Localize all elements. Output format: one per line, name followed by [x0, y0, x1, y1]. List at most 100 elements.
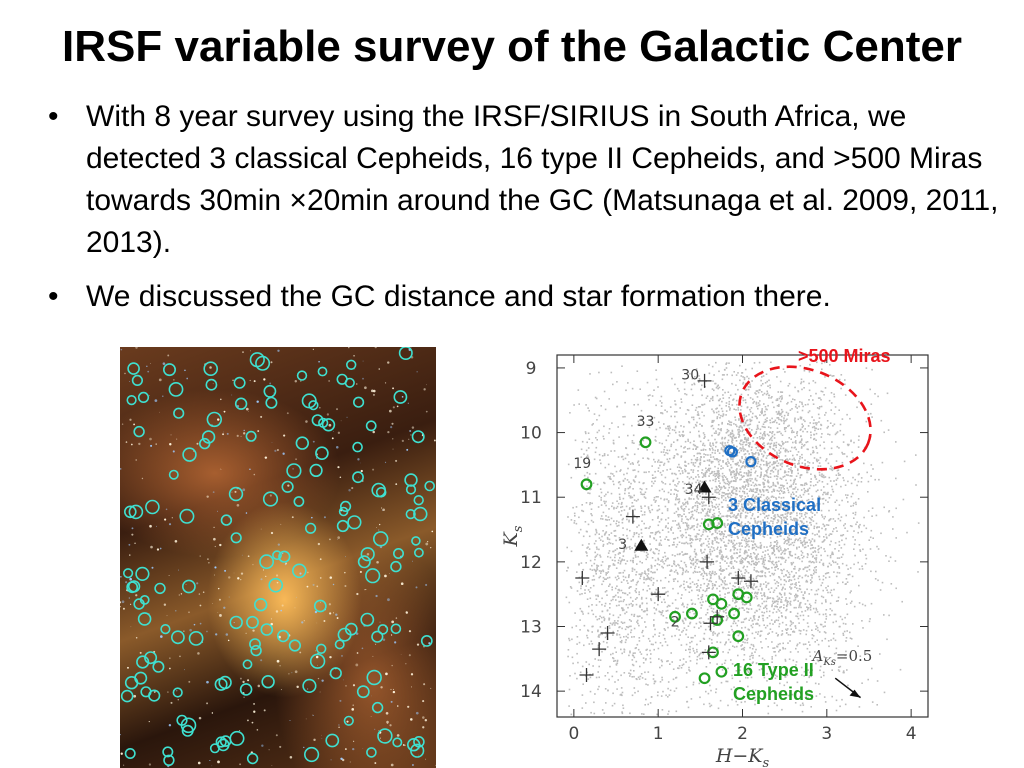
- field-star-point: [766, 672, 768, 675]
- image-star: [352, 684, 356, 687]
- field-star-point: [834, 433, 837, 436]
- bullet-dot-icon: •: [48, 280, 59, 313]
- field-star-point: [842, 441, 845, 443]
- field-star-point: [760, 411, 762, 413]
- field-star-point: [634, 647, 637, 650]
- field-star-point: [799, 537, 801, 540]
- field-star-point: [709, 442, 711, 444]
- field-star-point: [742, 647, 744, 650]
- field-star-point: [740, 621, 743, 624]
- field-star-point: [627, 382, 629, 384]
- field-star-point: [612, 563, 615, 565]
- field-star-point: [736, 624, 738, 627]
- field-star-point: [725, 680, 727, 683]
- field-star-point: [807, 403, 809, 406]
- field-star-point: [776, 548, 778, 550]
- field-star-point: [584, 462, 587, 465]
- field-star-point: [752, 654, 754, 657]
- field-star-point: [647, 573, 650, 575]
- field-star-point: [666, 508, 669, 510]
- field-star-point: [725, 362, 728, 364]
- field-star-point: [682, 602, 684, 605]
- field-star-point: [612, 630, 614, 633]
- field-star-point: [755, 495, 758, 498]
- field-star-point: [578, 641, 581, 644]
- field-star-point: [727, 565, 730, 567]
- field-star-point: [635, 588, 638, 590]
- field-star-point: [778, 418, 780, 421]
- field-star-point: [769, 421, 772, 424]
- field-star-point: [622, 458, 625, 461]
- field-star-point: [756, 426, 759, 428]
- field-star-point: [676, 466, 679, 468]
- field-star-point: [741, 421, 744, 424]
- field-star-point: [725, 515, 727, 517]
- field-star-point: [720, 533, 723, 535]
- field-star-point: [817, 459, 820, 461]
- image-star: [283, 434, 286, 437]
- field-star-point: [740, 471, 742, 473]
- field-star-point: [621, 627, 623, 630]
- field-star-point: [675, 565, 677, 567]
- field-star-point: [767, 467, 770, 469]
- field-star-point: [712, 516, 714, 518]
- field-star-point: [698, 375, 700, 377]
- field-star-point: [709, 449, 711, 451]
- variable-circle-marker: [233, 376, 246, 389]
- field-star-point: [598, 676, 600, 679]
- image-star: [173, 379, 175, 381]
- field-star-point: [803, 539, 806, 541]
- field-star-point: [602, 576, 605, 579]
- field-star-point: [765, 457, 768, 459]
- field-star-point: [728, 362, 730, 364]
- field-star-point: [734, 527, 736, 529]
- field-star-point: [583, 453, 585, 455]
- field-star-point: [728, 528, 731, 530]
- field-star-point: [719, 533, 721, 535]
- field-star-point: [702, 442, 705, 445]
- field-star-point: [782, 486, 784, 488]
- field-star-point: [816, 533, 818, 536]
- field-star-point: [791, 583, 794, 585]
- field-star-point: [696, 459, 699, 461]
- field-star-point: [724, 530, 726, 533]
- field-star-point: [752, 661, 754, 663]
- field-star-point: [608, 477, 611, 480]
- field-star-point: [666, 452, 669, 455]
- image-star: [372, 655, 374, 657]
- field-star-point: [830, 540, 832, 543]
- field-star-point: [709, 577, 712, 579]
- field-star-point: [784, 430, 787, 433]
- image-star: [135, 459, 138, 461]
- field-star-point: [648, 426, 651, 429]
- field-star-point: [756, 479, 758, 482]
- field-star-point: [743, 434, 745, 436]
- field-star-point: [695, 535, 698, 537]
- field-star-point: [656, 509, 659, 512]
- field-star-point: [611, 422, 613, 424]
- field-star-point: [741, 439, 743, 442]
- field-star-point: [794, 597, 797, 599]
- image-star: [133, 423, 136, 426]
- field-star-point: [690, 476, 693, 478]
- field-star-point: [740, 375, 743, 377]
- field-star-point: [619, 498, 621, 500]
- image-star: [435, 764, 436, 766]
- field-star-point: [739, 525, 741, 527]
- field-star-point: [793, 431, 795, 433]
- field-star-point: [755, 595, 758, 598]
- field-star-point: [724, 576, 726, 578]
- field-star-point: [777, 502, 779, 505]
- field-star-point: [688, 421, 691, 424]
- field-star-point: [652, 643, 654, 646]
- image-star: [184, 669, 185, 671]
- field-star-point: [721, 436, 724, 439]
- field-star-point: [694, 504, 696, 507]
- image-star: [381, 509, 383, 511]
- field-star-point: [587, 546, 589, 548]
- field-star-point: [773, 666, 775, 668]
- image-star: [388, 573, 390, 574]
- image-star: [156, 548, 160, 551]
- field-star-point: [660, 474, 663, 476]
- image-star: [220, 398, 222, 401]
